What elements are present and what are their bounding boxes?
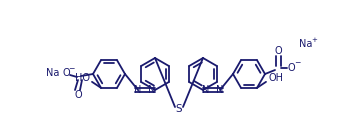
- Text: O: O: [274, 46, 282, 56]
- Text: −: −: [294, 59, 300, 68]
- Text: O: O: [287, 63, 295, 73]
- Text: N: N: [216, 85, 224, 95]
- Text: −: −: [68, 65, 74, 74]
- Text: N: N: [134, 85, 142, 95]
- Text: OH: OH: [268, 73, 284, 83]
- Text: Na: Na: [299, 39, 313, 49]
- Text: N: N: [148, 85, 156, 95]
- Text: O: O: [74, 90, 82, 100]
- Text: N: N: [202, 85, 210, 95]
- Text: +: +: [311, 37, 317, 43]
- Text: HO: HO: [74, 73, 90, 83]
- Text: S: S: [176, 104, 182, 114]
- Text: O: O: [62, 68, 70, 78]
- Text: Na: Na: [46, 68, 60, 78]
